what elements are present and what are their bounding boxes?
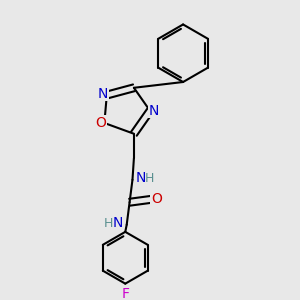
Text: H: H bbox=[145, 172, 154, 185]
Text: O: O bbox=[95, 116, 106, 130]
Text: N: N bbox=[135, 171, 146, 185]
Text: H: H bbox=[104, 217, 113, 230]
Text: N: N bbox=[148, 104, 159, 118]
Text: N: N bbox=[98, 87, 108, 100]
Text: F: F bbox=[121, 287, 129, 300]
Text: O: O bbox=[151, 192, 162, 206]
Text: N: N bbox=[113, 216, 123, 230]
